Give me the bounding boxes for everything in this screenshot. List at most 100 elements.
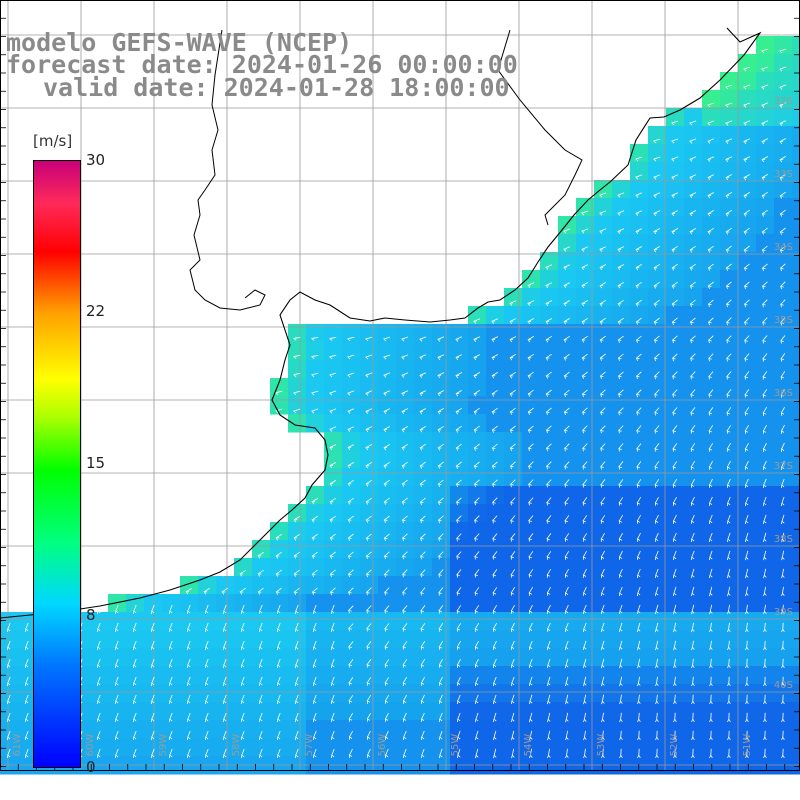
- wind-cell: [252, 738, 271, 757]
- wind-arrow: [564, 497, 570, 506]
- wind-cell: [504, 450, 523, 469]
- wind-cell: [342, 360, 361, 379]
- wind-cell: [450, 486, 469, 505]
- wind-cell: [666, 612, 685, 631]
- wind-cell: [666, 720, 685, 739]
- wind-arrow: [637, 676, 641, 687]
- wind-cell: [630, 468, 649, 487]
- wind-cell: [594, 576, 613, 595]
- wind-arrow: [456, 533, 462, 542]
- wind-arrow: [311, 551, 318, 559]
- wind-arrow: [582, 461, 588, 470]
- wind-cell: [270, 540, 289, 559]
- wind-cell: [774, 432, 793, 451]
- wind-cell: [594, 720, 613, 739]
- wind-arrow: [781, 748, 785, 759]
- wind-arrow: [455, 390, 462, 397]
- wind-cell: [432, 648, 451, 667]
- wind-cell: [702, 108, 721, 127]
- wind-arrow: [618, 497, 624, 506]
- wind-arrow: [384, 569, 390, 578]
- colorbar-tick-22: 22: [86, 302, 106, 320]
- wind-cell: [756, 432, 775, 451]
- wind-arrow: [275, 533, 283, 541]
- wind-cell: [540, 342, 559, 361]
- wind-cell: [630, 432, 649, 451]
- wind-cell: [594, 414, 613, 433]
- wind-cell: [396, 342, 415, 361]
- wind-cell: [648, 414, 667, 433]
- wind-arrow: [709, 622, 713, 633]
- wind-cell: [738, 216, 757, 235]
- wind-cell: [414, 738, 433, 757]
- latitude-label: 36S: [774, 388, 793, 399]
- wind-arrow: [583, 658, 587, 669]
- wind-cell: [720, 540, 739, 559]
- wind-cell: [666, 558, 685, 577]
- wind-cell: [684, 396, 703, 415]
- latitude-label: 38S: [774, 534, 793, 545]
- wind-cell: [324, 486, 343, 505]
- wind-cell: [270, 396, 289, 415]
- wind-arrow: [349, 748, 353, 758]
- wind-arrow: [655, 694, 659, 705]
- wind-cell: [306, 504, 325, 523]
- wind-cell: [702, 558, 721, 577]
- wind-cell: [738, 252, 757, 271]
- wind-arrow: [277, 658, 281, 669]
- wind-arrow: [511, 640, 515, 650]
- wind-cell: [540, 486, 559, 505]
- wind-cell: [468, 630, 487, 649]
- wind-cell: [756, 252, 775, 271]
- wind-arrow: [295, 712, 299, 723]
- wind-arrow: [563, 425, 570, 434]
- wind-cell: [792, 54, 800, 73]
- wind-cell: [468, 450, 487, 469]
- wind-cell: [432, 468, 451, 487]
- wind-cell: [252, 558, 271, 577]
- wind-cell: [738, 234, 757, 253]
- wind-cell: [252, 720, 271, 739]
- wind-cell: [720, 630, 739, 649]
- wind-cell: [594, 594, 613, 613]
- wind-cell: [648, 666, 667, 685]
- wind-arrow: [762, 335, 768, 344]
- wind-arrow: [709, 748, 713, 759]
- wind-arrow: [456, 569, 462, 578]
- wind-arrow: [187, 676, 191, 687]
- wind-arrow: [7, 694, 11, 705]
- wind-cell: [648, 342, 667, 361]
- wind-cell: [756, 684, 775, 703]
- wind-cell: [414, 468, 433, 487]
- wind-cell: [468, 720, 487, 739]
- wind-arrow: [601, 658, 605, 669]
- wind-arrow: [708, 353, 714, 362]
- wind-cell: [288, 720, 307, 739]
- wind-arrow: [97, 694, 101, 705]
- wind-cell: [324, 738, 343, 757]
- wind-arrow: [653, 138, 661, 144]
- wind-arrow: [673, 497, 677, 506]
- wind-cell: [738, 684, 757, 703]
- wind-arrow: [583, 640, 587, 651]
- wind-cell: [792, 450, 800, 469]
- wind-arrow: [169, 658, 173, 669]
- wind-arrow: [491, 479, 498, 488]
- wind-arrow: [725, 156, 733, 163]
- wind-arrow: [311, 498, 318, 505]
- wind-arrow: [763, 622, 767, 633]
- wind-cell: [648, 252, 667, 271]
- wind-arrow: [781, 532, 785, 543]
- wind-cell: [576, 342, 595, 361]
- wind-arrow: [455, 479, 462, 488]
- wind-cell: [504, 540, 523, 559]
- wind-cell: [324, 324, 343, 343]
- wind-cell: [738, 360, 757, 379]
- wind-arrow: [690, 460, 696, 470]
- wind-cell: [720, 378, 739, 397]
- wind-arrow: [599, 371, 606, 380]
- longitude-label: 58W: [231, 734, 242, 757]
- wind-arrow: [727, 730, 731, 741]
- wind-arrow: [365, 444, 373, 451]
- wind-cell: [792, 270, 800, 289]
